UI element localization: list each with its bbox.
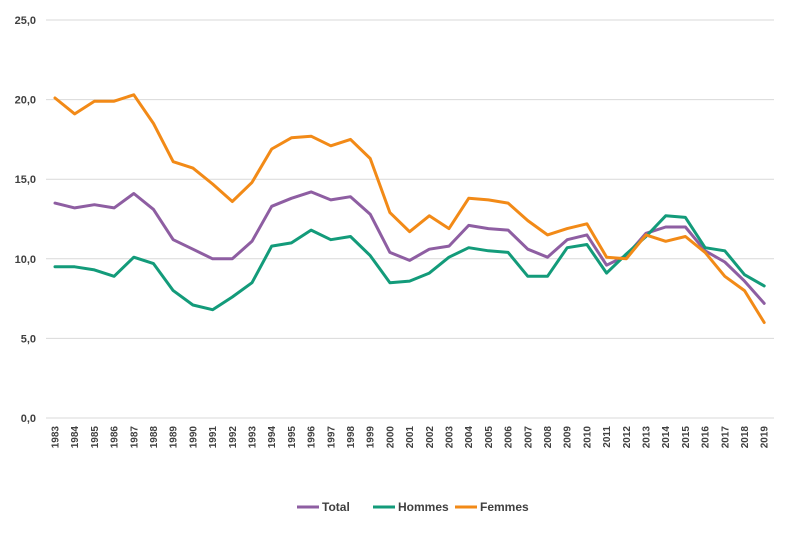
- x-axis-ticks: 1983 1984 1985 1986 1987 1988 1989 1990 1991 1992…: [51, 426, 771, 449]
- x-tick-label: 1985: [90, 426, 101, 449]
- series-line-femmes: [53, 93, 766, 324]
- x-tick-label: 2016: [701, 426, 712, 449]
- x-tick-label: 2002: [425, 426, 436, 449]
- x-tick-label: 2008: [543, 426, 554, 449]
- legend-label-hommes: Hommes: [398, 500, 449, 514]
- legend-label-femmes: Femmes: [480, 500, 529, 514]
- x-tick-label: 1991: [208, 426, 219, 449]
- legend: Total Hommes Femmes: [297, 500, 529, 514]
- x-tick-label: 1994: [267, 426, 278, 449]
- x-tick-label: 1998: [346, 426, 357, 449]
- x-tick-label: 2006: [504, 426, 515, 449]
- x-tick-label: 1987: [129, 426, 140, 449]
- x-tick-label: 2018: [740, 426, 751, 449]
- y-tick-label: 5,0: [21, 333, 36, 345]
- x-tick-label: 2001: [405, 426, 416, 449]
- series-line-total: [53, 190, 766, 305]
- y-tick-label: 10,0: [15, 254, 36, 266]
- x-tick-label: 1990: [188, 426, 199, 449]
- x-tick-label: 2009: [563, 426, 574, 449]
- gridlines: [46, 19, 774, 419]
- y-tick-label: 15,0: [15, 174, 36, 186]
- x-tick-label: 2017: [720, 426, 731, 449]
- x-tick-label: 1996: [307, 426, 318, 449]
- y-axis-ticks: 0,0 5,0 10,0 15,0 20,0 25,0: [15, 15, 36, 425]
- x-tick-label: 1983: [51, 426, 62, 449]
- x-tick-label: 2007: [523, 426, 534, 449]
- x-tick-label: 1989: [169, 426, 180, 449]
- x-tick-label: 1993: [248, 426, 259, 449]
- x-tick-label: 2005: [484, 426, 495, 449]
- x-tick-label: 2013: [642, 426, 653, 449]
- x-tick-label: 2015: [681, 426, 692, 449]
- x-tick-label: 2000: [385, 426, 396, 449]
- x-tick-label: 1984: [70, 426, 81, 449]
- x-tick-label: 2011: [602, 426, 613, 448]
- legend-label-total: Total: [322, 500, 350, 514]
- y-tick-label: 0,0: [21, 413, 36, 425]
- x-tick-label: 2019: [760, 426, 771, 449]
- x-tick-label: 1999: [366, 426, 377, 449]
- x-tick-label: 1986: [110, 426, 121, 449]
- x-tick-label: 1995: [287, 426, 298, 449]
- x-tick-label: 1997: [326, 426, 337, 449]
- x-tick-label: 2004: [464, 426, 475, 449]
- y-tick-label: 25,0: [15, 15, 36, 27]
- x-tick-label: 2003: [445, 426, 456, 449]
- x-tick-label: 2010: [582, 426, 593, 449]
- x-tick-label: 2012: [622, 426, 633, 449]
- series-lines: [53, 93, 766, 324]
- x-tick-label: 2014: [661, 426, 672, 449]
- x-tick-label: 1992: [228, 426, 239, 449]
- x-tick-label: 1988: [149, 426, 160, 449]
- y-tick-label: 20,0: [15, 95, 36, 107]
